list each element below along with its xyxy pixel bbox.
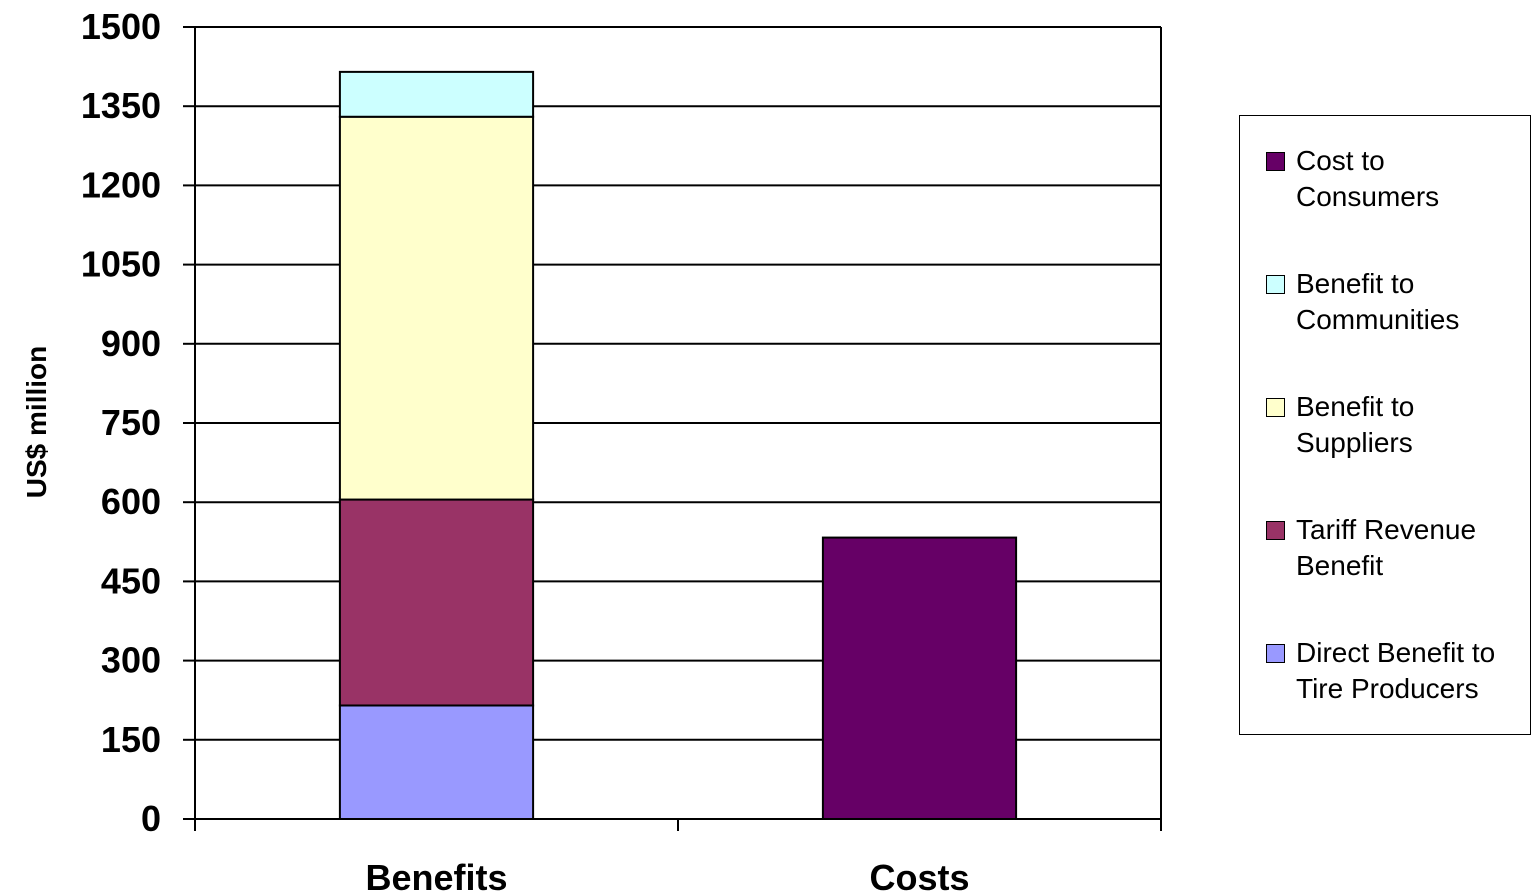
legend-swatch	[1266, 152, 1285, 171]
legend: Cost to Consumers Benefit to Communities B…	[1239, 115, 1531, 735]
bars	[338, 70, 1018, 820]
y-tick-label: 300	[101, 640, 161, 681]
bar-segment-benefit-to-communities	[338, 70, 535, 118]
bar-segment-benefit-to-suppliers	[338, 115, 535, 501]
legend-label: Tariff Revenue Benefit	[1296, 514, 1477, 581]
y-tick-labels: 0 150 300 450 600 750 900 1050 1200 1350 1500	[81, 6, 161, 839]
legend-swatch	[1266, 275, 1285, 294]
y-tick-label: 0	[141, 798, 161, 839]
bar-segment-cost-to-consumers	[821, 536, 1018, 820]
y-tick-label: 150	[101, 719, 161, 760]
axes	[183, 26, 1162, 831]
y-tick-label: 1500	[81, 6, 161, 47]
y-tick-label: 900	[101, 323, 161, 364]
legend-label: Direct Benefit to Tire Producers	[1296, 637, 1496, 704]
y-tick-label: 750	[101, 402, 161, 443]
y-tick-label: 1350	[81, 85, 161, 126]
legend-swatch	[1266, 521, 1285, 540]
y-tick-label: 600	[101, 481, 161, 522]
legend-label: Cost to Consumers	[1296, 145, 1440, 212]
bar-segment-direct-benefit-to-tire-producers	[338, 704, 535, 820]
legend-label: Benefit to Communities	[1296, 268, 1460, 335]
legend-label: Benefit to Suppliers	[1296, 391, 1415, 458]
y-tick-label: 450	[101, 560, 161, 601]
bar-segment-tariff-revenue-benefit	[338, 498, 535, 707]
legend-swatch	[1266, 398, 1285, 417]
x-category-label: Benefits	[365, 857, 507, 894]
y-axis-title: US$ million	[21, 346, 52, 498]
legend-swatch	[1266, 644, 1285, 663]
y-tick-label: 1050	[81, 244, 161, 285]
x-category-labels: Benefits Costs	[365, 857, 969, 894]
x-category-label: Costs	[869, 857, 969, 894]
y-tick-label: 1200	[81, 164, 161, 205]
